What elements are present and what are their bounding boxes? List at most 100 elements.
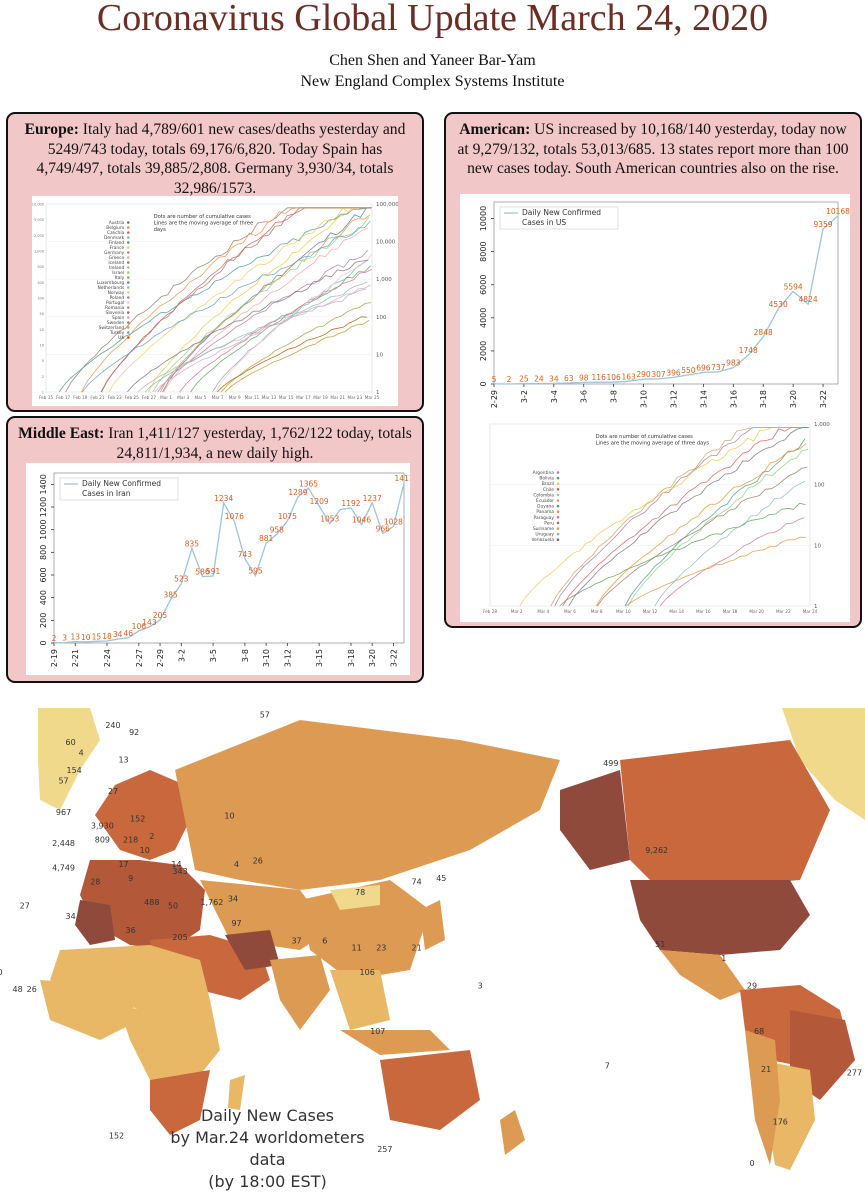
us-chart-data-label: 25 [519, 375, 529, 384]
region-iran [225, 930, 280, 970]
iran-chart-data-label: 958 [270, 525, 285, 534]
europe-chart-legend-country: Czechia [107, 230, 124, 236]
europe-chart-legend-country: Switzerland [99, 325, 125, 331]
us-chart-y-tick-label: 8000 [479, 241, 488, 261]
iran-chart-data-label: 1053 [320, 515, 339, 524]
europe-chart-legend-country: Austria [109, 220, 125, 226]
europe-chart-series-line [220, 302, 372, 393]
us-chart-data-label: 163 [621, 372, 636, 381]
europe-chart-y-left-tick: 5 [42, 359, 44, 363]
authors: Chen Shen and Yaneer Bar-Yam New England… [0, 50, 865, 92]
map-value-label: 2,448 [52, 839, 75, 848]
europe-chart-x-tick: Mar 7 [212, 395, 224, 400]
south-america-chart-y-right-tick: 1,000 [814, 422, 830, 428]
map-value-label: 26 [27, 985, 37, 994]
south-america-chart-x-tick: Mar 22 [776, 609, 791, 614]
south-america-chart-x-tick: Mar 16 [696, 609, 711, 614]
europe-chart-legend-marker [126, 226, 130, 229]
south-america-chart-legend-marker [556, 504, 560, 508]
europe-chart-series-line [179, 269, 372, 393]
europe-chart-x-tick: Feb 15 [39, 395, 53, 400]
europe-chart-legend-country: Norway [108, 290, 125, 296]
south-america-chart-legend-marker [556, 516, 560, 519]
map-value-label: 13 [118, 756, 128, 765]
map-value-label: 176 [773, 1117, 788, 1126]
us-chart-data-label: 24 [534, 375, 544, 384]
us-chart-legend-label-2: Cases in US [522, 218, 566, 227]
region-mexico [660, 950, 745, 1000]
us-chart-y-tick-label: 4000 [479, 308, 488, 328]
map-value-label: 50 [168, 902, 178, 911]
region-russia [175, 720, 560, 890]
us-chart-legend-label-1: Daily New Confirmed [522, 208, 601, 217]
europe-chart-y-right-tick: 1,000 [376, 277, 392, 283]
us-chart-data-label: 10168 [826, 207, 850, 216]
middle-east-text: Middle East: Iran 1,411/127 yesterday, 1… [18, 424, 412, 463]
us-chart-x-tick-label: 3-22 [819, 390, 828, 408]
europe-chart-x-tick: Mar 21 [330, 395, 345, 400]
us-chart-data-label: 63 [564, 374, 574, 383]
us-chart-y-tick-label: 2000 [479, 341, 488, 361]
us-chart-x-tick-label: 3-16 [729, 390, 738, 408]
iran-chart-data-label: 743 [238, 550, 253, 559]
iran-chart-x-tick-label: 2-19 [50, 649, 59, 667]
europe-chart-plot-frame [45, 203, 373, 393]
europe-chart-x-tick: Mar 23 [348, 395, 363, 400]
region-west-africa [40, 980, 140, 1040]
map-value-label: 107 [370, 1027, 385, 1036]
europe-chart-y-left-tick: 200 [37, 281, 44, 285]
europe-chart-x-tick: Mar 13 [262, 395, 277, 400]
region-japan [420, 900, 445, 950]
europe-chart-legend-country: Denmark [104, 235, 125, 241]
american-text: American: US increased by 10,168/140 yes… [456, 120, 850, 179]
south-america-chart-series-line [624, 438, 806, 607]
south-america-chart-legend-country: Chile [543, 487, 554, 493]
south-america-chart-note-line: Lines are the moving average of three da… [596, 441, 710, 447]
europe-chart-y-left-tick: 2,000 [34, 234, 44, 238]
south-america-chart-legend-marker [556, 527, 560, 530]
south-america-chart-legend-marker [556, 493, 560, 497]
south-america-chart-x-tick: Mar 4 [537, 609, 549, 614]
south-america-chart-legend-marker [556, 499, 560, 502]
us-chart-data-label: 2848 [754, 328, 773, 337]
europe-chart-legend-marker [126, 246, 130, 249]
iran-chart-data-label: 205 [153, 611, 168, 620]
europe-chart-series-line [108, 207, 367, 393]
map-value-label: 257 [377, 1145, 392, 1154]
europe-chart-note-line: Dots are number of cumulative cases [154, 214, 252, 220]
iran-chart-data-label: 1411 [394, 474, 410, 483]
europe-chart-series-line [154, 284, 371, 393]
south-america-chart-x-tick: Mar 10 [616, 609, 631, 614]
map-value-label: 6 [322, 936, 327, 945]
south-america-chart-legend-marker [556, 482, 560, 485]
south-america-chart-legend-marker [556, 476, 560, 480]
us-chart-data-label: 34 [549, 374, 559, 383]
map-value-label: 23 [376, 943, 386, 952]
region-china [300, 880, 430, 980]
us-chart-x-tick-label: 3-4 [550, 390, 559, 403]
europe-chart-legend-country: Greece [109, 255, 125, 261]
south-america-chart-legend-country: Peru [544, 520, 554, 526]
europe-chart-svg: 1 10 100 1,000 10,000 100,000 1 2 5 10 20 50 100 200 5… [32, 202, 398, 400]
us-chart-data-label: 106 [606, 373, 621, 382]
europe-chart-series-line [81, 207, 370, 393]
map-value-label: 10 [224, 811, 234, 820]
us-chart-x-tick-label: 3-8 [610, 390, 619, 403]
iran-chart-x-tick-label: 2-29 [156, 649, 165, 667]
map-value-label: 343 [172, 867, 187, 876]
region-usa [630, 880, 810, 955]
map-value-label: 34 [66, 912, 76, 921]
south-america-chart-legend-marker [556, 521, 560, 525]
europe-chart-legend-country: UK [118, 335, 124, 341]
south-america-chart-legend-marker [556, 471, 560, 474]
map-value-label: 74 [412, 877, 422, 886]
region-se-asia [330, 970, 390, 1030]
europe-chart-legend-marker [126, 281, 130, 284]
region-europe-north [95, 770, 190, 860]
map-value-label: 17 [118, 860, 128, 869]
map-value-label: 4,749 [52, 863, 75, 872]
europe-chart-legend-country: Germany [104, 250, 125, 256]
us-chart-y-tick-label: 0 [479, 381, 488, 386]
iran-chart-data-label: 18 [102, 632, 112, 641]
